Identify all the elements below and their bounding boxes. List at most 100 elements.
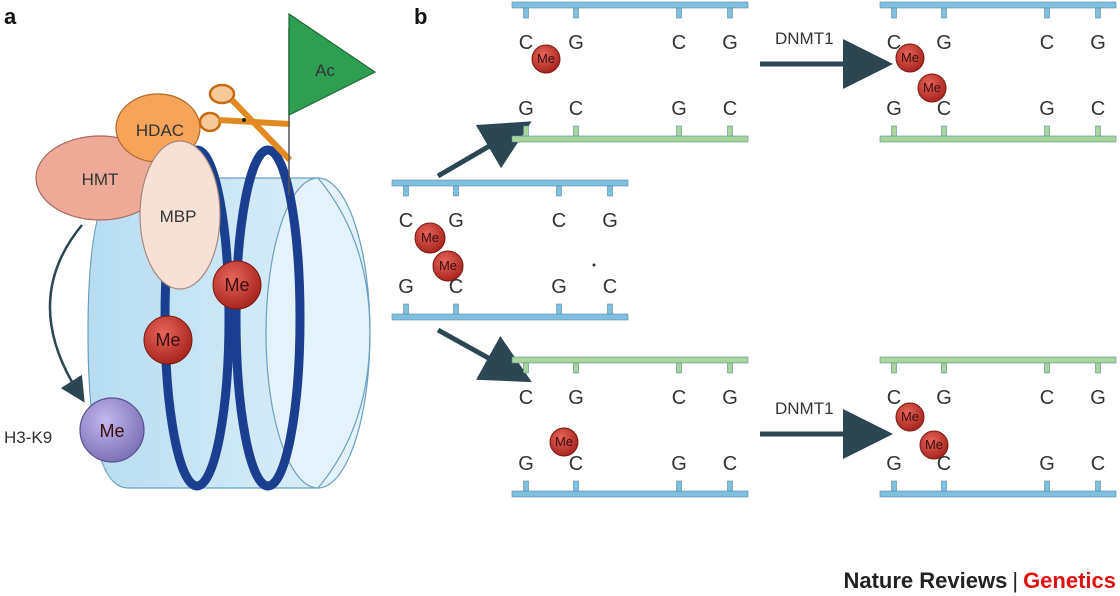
base-label: C: [672, 32, 686, 54]
base-label: G: [671, 453, 687, 475]
base-label: G: [518, 453, 534, 475]
methyl-mark: Me: [549, 427, 579, 457]
methyl-label: Me: [537, 51, 555, 66]
hmt-protein: HMT: [35, 135, 165, 221]
base-label: C: [723, 98, 737, 120]
credit-separator: |: [1012, 568, 1019, 593]
base-label: G: [886, 98, 902, 120]
base-label: G: [722, 387, 738, 409]
nucleosome-end-face: [265, 177, 371, 489]
bottom-strand: [391, 303, 629, 321]
base-label: C: [1040, 32, 1054, 54]
base-label: C: [887, 387, 901, 409]
hdac-label: HDAC: [136, 121, 184, 140]
bottom-strand: [879, 125, 1117, 143]
base-label: C: [569, 98, 583, 120]
methyl-mark: Me: [212, 260, 262, 310]
base-label: C: [603, 276, 617, 298]
methyl-mark: Me: [531, 44, 561, 74]
base-label: G: [398, 276, 414, 298]
methyl-mark: Me: [143, 315, 193, 365]
top-strand: [879, 1, 1117, 19]
methyl-label: Me: [555, 434, 573, 449]
base-label: G: [936, 387, 952, 409]
mbp-protein: MBP: [139, 140, 221, 290]
hmt-to-h3k9-arrow: [48, 224, 85, 403]
base-label: C: [569, 453, 583, 475]
methyl-label: Me: [925, 437, 943, 452]
base-label: C: [1091, 98, 1105, 120]
acetyl-flag: Ac: [288, 12, 377, 195]
base-label: C: [519, 387, 533, 409]
base-label: G: [1039, 453, 1055, 475]
methyl-mark: Me: [917, 73, 947, 103]
scissors-icon: [198, 83, 293, 163]
journal-credit: Nature Reviews | Genetics: [843, 568, 1116, 594]
methyl-label: Me: [923, 80, 941, 95]
top-strand: [879, 356, 1117, 374]
base-label: G: [448, 210, 464, 232]
journal-name: Nature Reviews: [843, 568, 1008, 593]
methyl-mark: Me: [432, 250, 464, 282]
stray-dot: [592, 263, 596, 267]
methyl-mark: Me: [895, 402, 925, 432]
base-label: C: [937, 453, 951, 475]
panel-b: b DNMT1 DNMT1 CGGCCGGCMeMeCGGCCGGCMeCGGC…: [391, 1, 1117, 498]
base-label: C: [399, 210, 413, 232]
replication-arrow-down: [436, 327, 532, 383]
methyl-label: Me: [901, 409, 919, 424]
methyl-label: Me: [901, 50, 919, 65]
panel-a-label: a: [4, 4, 17, 29]
base-label: G: [1039, 98, 1055, 120]
replication-arrow-up: [436, 121, 532, 179]
journal-section: Genetics: [1023, 568, 1116, 593]
dna-duplexes: CGGCCGGCMeMeCGGCCGGCMeCGGCCGGCMeMeCGGCCG…: [391, 1, 1117, 498]
h3k9-methyl-label: Me: [99, 421, 124, 441]
top-strand: [391, 179, 629, 197]
dnmt1-label-bottom: DNMT1: [775, 399, 834, 418]
base-label: G: [568, 32, 584, 54]
methyl-mark: Me: [919, 430, 949, 460]
base-label: C: [723, 453, 737, 475]
base-label: C: [519, 32, 533, 54]
mbp-label: MBP: [160, 207, 197, 226]
base-label: C: [887, 32, 901, 54]
base-label: G: [568, 387, 584, 409]
base-label: G: [518, 98, 534, 120]
base-label: G: [551, 276, 567, 298]
h3k9-label: H3-K9: [4, 428, 52, 447]
dnmt1-label-top: DNMT1: [775, 29, 834, 48]
svg-text:Me: Me: [224, 275, 249, 295]
svg-text:Me: Me: [155, 330, 180, 350]
base-label: G: [1090, 32, 1106, 54]
base-label: C: [552, 210, 566, 232]
top-strand: [511, 1, 749, 19]
top-strand: [511, 356, 749, 374]
base-label: C: [672, 387, 686, 409]
methyl-label: Me: [439, 258, 457, 273]
bottom-strand: [511, 480, 749, 498]
base-label: C: [1040, 387, 1054, 409]
methyl-mark: Me: [414, 222, 446, 254]
base-label: C: [449, 276, 463, 298]
acetyl-label: Ac: [315, 61, 335, 80]
panel-b-label: b: [414, 4, 427, 29]
base-label: G: [722, 32, 738, 54]
base-label: C: [937, 98, 951, 120]
bottom-strand: [879, 480, 1117, 498]
dna-wrap-loop-2: [231, 145, 305, 491]
base-label: G: [1090, 387, 1106, 409]
daughter-duplex-bottom-hemi: C G G C C G G C Me: [511, 356, 749, 498]
hmt-label: HMT: [82, 170, 119, 189]
base-label: G: [602, 210, 618, 232]
base-label: G: [936, 32, 952, 54]
methyl-mark: Me: [895, 43, 925, 73]
daughter-duplex-top-hemi: C G G C C G G C Me: [511, 1, 749, 143]
base-label: G: [671, 98, 687, 120]
bottom-strand: [511, 125, 749, 143]
methyl-label: Me: [421, 230, 439, 245]
